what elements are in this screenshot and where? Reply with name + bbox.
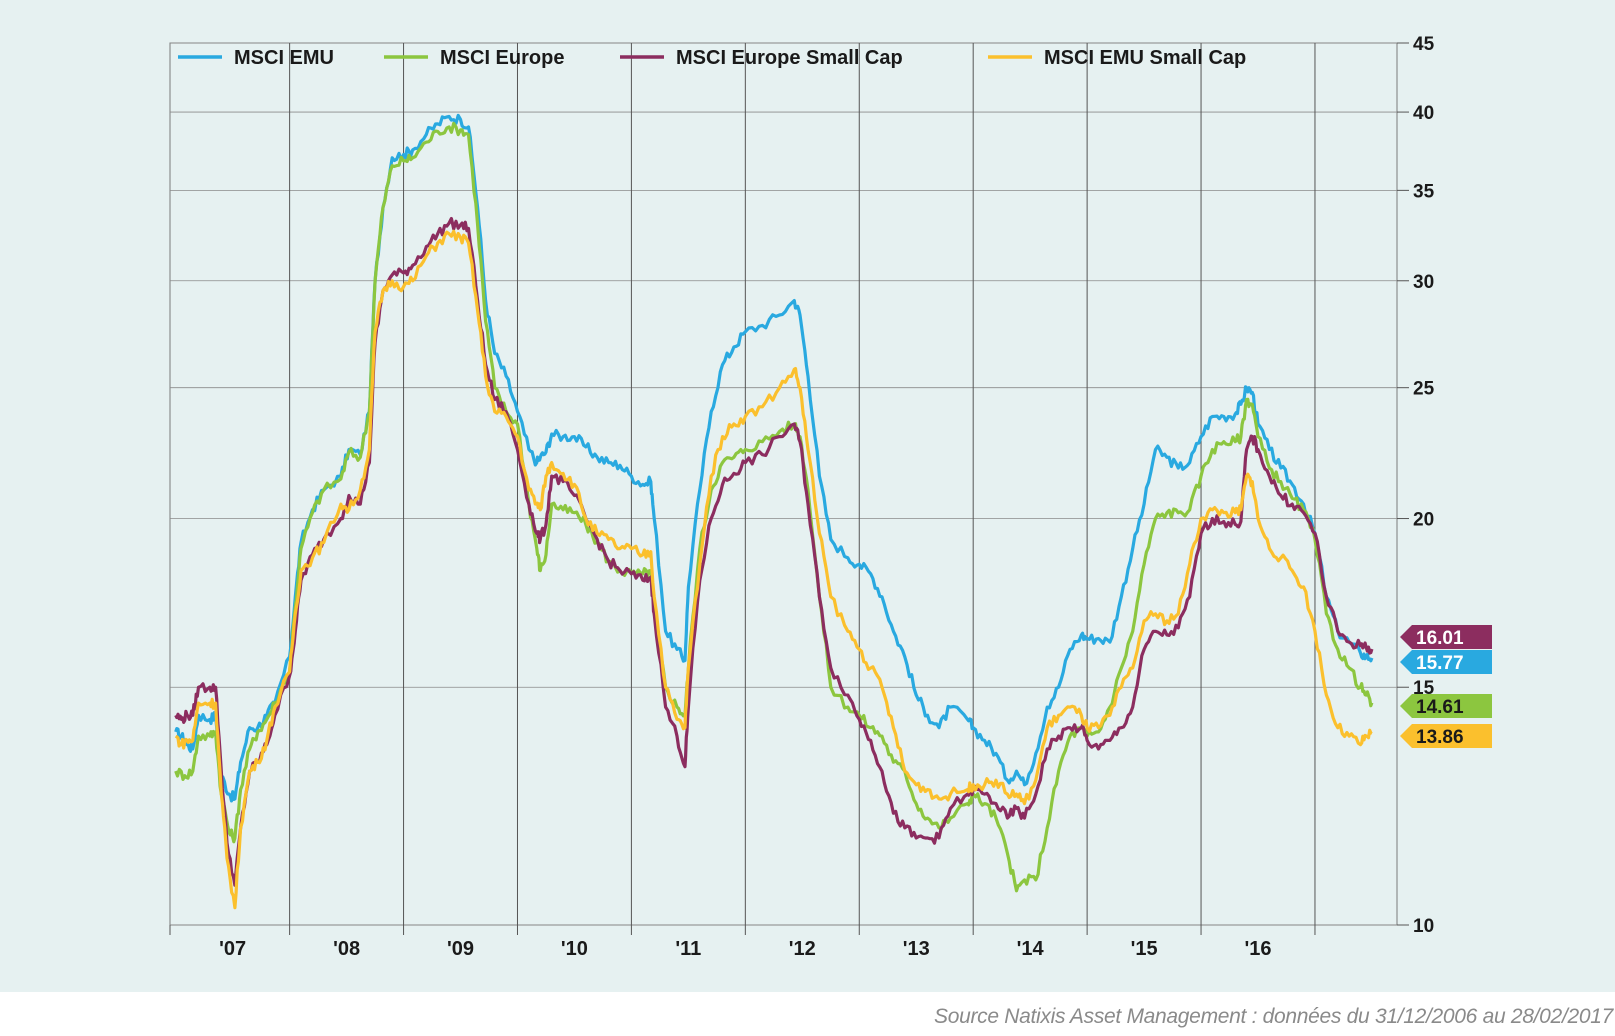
y-tick-label: 30 [1413,272,1434,293]
y-tick-label: 25 [1413,379,1435,400]
x-tick-label: '11 [675,938,701,960]
end-value-tag [1400,625,1492,649]
legend-entry: MSCI Europe [440,47,564,69]
y-tick-label: 10 [1413,916,1434,937]
legend-entry: MSCI EMU Small Cap [1044,47,1246,69]
x-tick-label: '07 [219,938,246,960]
x-tick-label: '12 [789,938,816,960]
y-tick-label: 35 [1413,181,1435,202]
y-tick-label: 40 [1413,103,1434,124]
plot-frame [169,42,1398,926]
volatility-line-chart: 10 15 20 25 30 35 40 45 '07 '08 '09 '10 '11 '12 '13 '14… [169,34,1492,960]
end-value-label: 16.01 [1416,628,1464,649]
legend-entry: MSCI Europe Small Cap [676,47,903,69]
series-line-msci-emu [174,113,1374,803]
end-value-tag [1400,694,1492,718]
source-note: Source Natixis Asset Management : donnée… [933,1005,1613,1028]
series-line-msci-europe [174,121,1374,893]
axis-layer: 10 15 20 25 30 35 40 45 '07 '08 '09 '10 '11 '12 '13 '14… [169,34,1435,960]
series-layer [174,113,1374,910]
x-tick-label: '14 [1017,938,1045,960]
grid-layer [169,42,1398,926]
end-value-tag [1400,650,1492,674]
y-tick-label: 20 [1413,510,1434,531]
x-tick-label: '16 [1245,938,1272,960]
x-tick-label: '09 [447,938,474,960]
end-value-label: 14.61 [1416,697,1464,718]
legend-entry: MSCI EMU [234,47,334,69]
end-value-label: 15.77 [1416,653,1464,674]
end-value-label: 13.86 [1416,727,1464,748]
y-tick-label: 15 [1413,678,1435,699]
x-tick-label: '13 [903,938,930,960]
end-value-tag [1400,724,1492,748]
chart-panel: 10 15 20 25 30 35 40 45 '07 '08 '09 '10 '11 '12 '13 '14… [0,0,1615,992]
x-tick-label: '15 [1131,938,1158,960]
x-tick-label: '10 [561,938,588,960]
x-tick-label: '08 [333,938,360,960]
series-line-msci-europe-small-cap [174,216,1374,887]
end-value-labels: 15.77 14.61 16.01 13.86 [1400,625,1492,748]
y-tick-label: 45 [1413,34,1435,55]
series-line-msci-emu-small-cap [174,229,1373,910]
legend: MSCI EMU MSCI Europe MSCI Europe Small Cap… [178,47,1246,69]
